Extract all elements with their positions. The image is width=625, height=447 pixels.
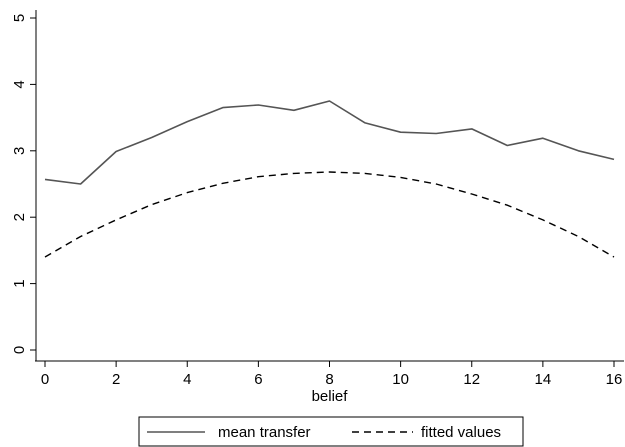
- x-axis-title: belief: [312, 388, 349, 405]
- x-tick-label: 0: [41, 371, 49, 388]
- y-tick-label: 1: [11, 279, 28, 287]
- x-tick-label: 6: [254, 371, 262, 388]
- y-tick-label: 4: [11, 80, 28, 88]
- x-tick-label: 16: [606, 371, 623, 388]
- x-tick-label: 8: [325, 371, 333, 388]
- y-tick-label: 0: [11, 346, 28, 354]
- series-line-1: [44, 171, 615, 258]
- x-tick-label: 4: [183, 371, 191, 388]
- series-line-0: [44, 100, 615, 185]
- x-tick-label: 10: [392, 371, 409, 388]
- legend-label: mean transfer: [218, 424, 311, 441]
- x-tick-label: 2: [112, 371, 120, 388]
- legend-label: fitted values: [421, 424, 501, 441]
- legend: mean transfer fitted values: [138, 416, 524, 447]
- x-tick-label: 14: [535, 371, 552, 388]
- x-tick-label: 12: [463, 371, 480, 388]
- y-tick-label: 2: [11, 213, 28, 221]
- y-tick-label: 3: [11, 147, 28, 155]
- y-tick-label: 5: [11, 14, 28, 22]
- series-layer: [44, 100, 615, 258]
